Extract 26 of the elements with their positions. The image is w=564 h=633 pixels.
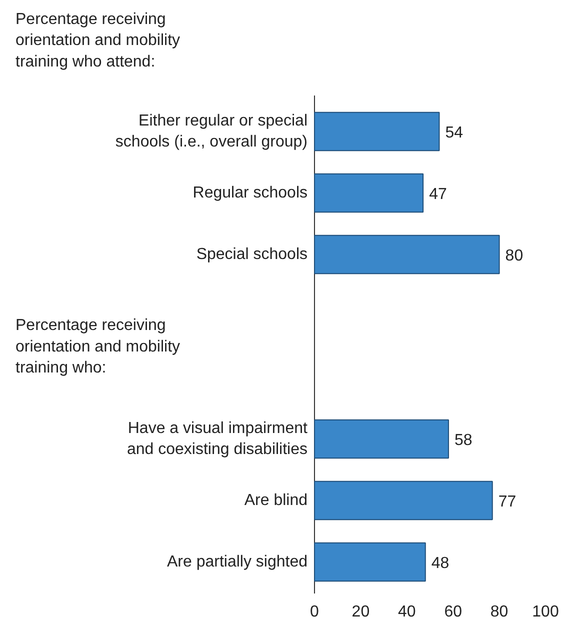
bar	[314, 480, 493, 520]
y-tick-label: Either regular or special schools (i.e., overall group)	[115, 112, 308, 151]
bar	[314, 542, 426, 582]
y-tick-label: Regular schools	[192, 184, 308, 202]
y-tick-label: Are partially sighted	[166, 554, 308, 570]
data-label: 77	[498, 494, 516, 510]
x-tick-label: 40	[398, 604, 416, 620]
text: Percentage receiving orientation and mobility training who attend:	[16, 10, 180, 70]
y-tick-label: Are blind	[244, 492, 308, 509]
data-label: 48	[431, 555, 450, 572]
bar	[314, 419, 449, 459]
y-tick-label: Special schools	[196, 246, 308, 263]
bar	[314, 112, 440, 152]
x-tick-label: 100	[532, 604, 559, 620]
data-label: 80	[505, 248, 524, 264]
data-label: 58	[454, 432, 472, 449]
data-label: 47	[429, 186, 447, 203]
bar	[314, 234, 500, 274]
x-tick-label: 0	[310, 604, 320, 620]
bar	[314, 173, 424, 213]
x-tick-label: 80	[490, 604, 508, 620]
text: Percentage receiving orientation and mobility training who:	[16, 317, 180, 376]
x-tick-label: 60	[444, 604, 462, 620]
x-tick-label: 20	[352, 604, 370, 620]
y-tick-label: Have a visual impairment and coexisting disabilities	[126, 420, 308, 458]
data-label: 54	[445, 124, 464, 142]
